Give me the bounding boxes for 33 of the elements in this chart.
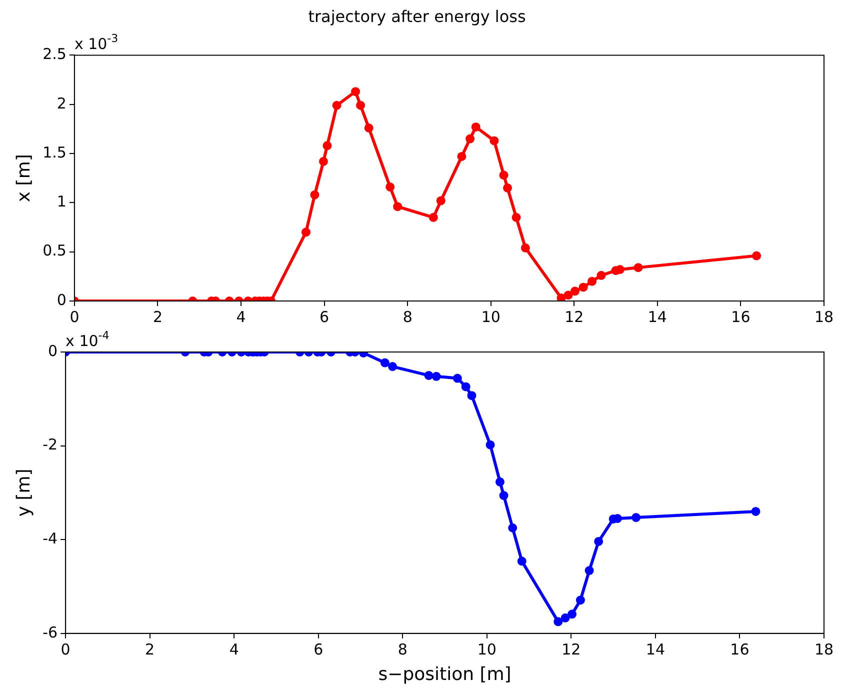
x-tick-label: 2 <box>152 308 163 326</box>
chart-title: trajectory after energy loss <box>308 6 526 26</box>
x-tick-label: 16 <box>731 308 750 326</box>
y-tick-label: 2 <box>56 94 66 112</box>
x-tick-label: 12 <box>564 308 584 326</box>
x-tick-label: 14 <box>646 640 666 658</box>
y-tick-label: -2 <box>42 436 58 454</box>
x-tick-label: 12 <box>562 640 581 658</box>
y-tick-label: 2.5 <box>42 45 66 64</box>
x-tick-label: 10 <box>481 308 500 326</box>
x-tick-label: 8 <box>398 640 408 658</box>
x-tick-label: 0 <box>70 308 80 326</box>
x-tick-label: 16 <box>730 640 750 658</box>
x-tick-label: 6 <box>320 308 330 326</box>
y-tick-label: 0 <box>56 290 66 309</box>
x-tick-label: 4 <box>229 640 239 658</box>
x-tick-label: 8 <box>402 308 412 326</box>
x-axis-title: s−position [m] <box>378 664 512 685</box>
y-tick-label: -4 <box>42 529 58 548</box>
y-axis-title: y [m] <box>13 468 34 517</box>
x-tick-label: 18 <box>814 640 834 658</box>
y-tick-label: 1 <box>56 192 66 211</box>
x-tick-label: 10 <box>477 640 496 658</box>
y-tick-label: -6 <box>42 623 58 642</box>
y-tick-label: 0.5 <box>42 242 66 260</box>
x-tick-label: 6 <box>314 640 324 658</box>
x-tick-label: 4 <box>236 308 246 326</box>
x-tick-label: 2 <box>145 640 155 658</box>
y-tick-label: 1.5 <box>42 143 66 162</box>
x-tick-label: 14 <box>648 308 667 326</box>
y-tick-label: 0 <box>48 342 58 360</box>
x-tick-label: 18 <box>814 308 834 326</box>
y-axis-title: x [m] <box>13 154 34 202</box>
